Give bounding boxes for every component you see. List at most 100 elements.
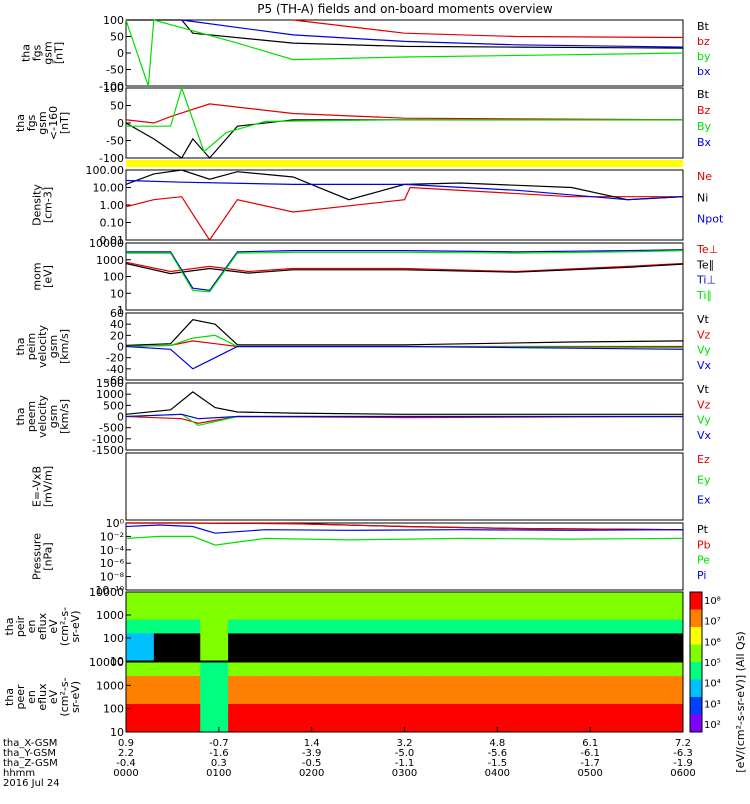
spectrogram-cell: [525, 633, 535, 648]
spectrogram-cell: [228, 662, 238, 677]
y-axis-label-line: tha: [20, 44, 33, 62]
spectrogram-cell: [172, 633, 183, 648]
spectrogram-cell: [460, 690, 470, 705]
spectrogram-cell: [413, 718, 424, 733]
spectrogram-cell: [228, 676, 238, 691]
series-line-Ti⊥: [126, 249, 684, 291]
spectrogram-cell: [302, 633, 313, 648]
spectrogram-cell: [358, 690, 368, 705]
spectrogram-cell: [283, 718, 294, 733]
y-tick-label: 10.00: [93, 182, 125, 195]
spectrogram-cell: [627, 605, 638, 621]
spectrogram-cell: [590, 605, 600, 621]
spectrogram-cell: [608, 605, 619, 621]
spectrogram-cell: [655, 605, 665, 621]
y-axis-label-line: en: [25, 690, 38, 704]
spectrogram-cell: [627, 718, 638, 733]
spectrogram-cell: [237, 633, 248, 648]
spectrogram-cell: [293, 592, 303, 607]
y-tick-label: 100: [103, 14, 124, 27]
spectrogram-cell: [423, 619, 433, 634]
spectrogram-cell: [348, 633, 359, 648]
spectrogram-cell: [590, 690, 600, 705]
spectrogram-cell: [627, 662, 638, 677]
y-axis-label: thapeimvelocitygsm[km/s]: [14, 325, 71, 368]
spectrogram-cell: [655, 592, 665, 607]
spectrogram-cell: [181, 592, 192, 607]
spectrogram-cell: [562, 633, 573, 648]
spectrogram-cell: [200, 605, 211, 621]
spectrogram-cell: [218, 662, 229, 677]
spectrogram-cell: [385, 647, 396, 662]
spectrogram-cell: [302, 605, 313, 621]
y-axis-label-line: velocity: [36, 395, 49, 438]
spectrogram-cell: [488, 718, 498, 733]
y-tick-label: 50: [110, 100, 124, 113]
colorbar-swatch: [690, 592, 702, 610]
spectrogram-cell: [395, 592, 405, 607]
panel-frame: [125, 452, 684, 521]
time-axis-value: -1.6: [209, 748, 229, 759]
spectrogram-cell: [135, 690, 146, 705]
spectrogram-cell: [590, 592, 600, 607]
spectrogram-cell: [580, 718, 591, 733]
spectrogram-cell: [283, 647, 294, 662]
spectrogram-cell: [404, 676, 415, 691]
spectrogram-cell: [367, 633, 378, 648]
spectrogram-cell: [562, 647, 573, 662]
spectrogram-cell: [181, 676, 192, 691]
spectrogram-cell: [525, 676, 535, 691]
y-tick-label: -1500: [92, 444, 124, 457]
spectrogram-cell: [218, 690, 229, 705]
spectrogram-cell: [553, 633, 563, 648]
spectrogram-cell: [395, 633, 405, 648]
y-tick-label: 500: [103, 399, 124, 412]
y-axis-label: thapeirenefluxeV(cm²-s-sr-eV): [3, 607, 82, 646]
spectrogram-cell: [190, 592, 201, 607]
spectrogram-cell: [469, 676, 480, 691]
spectrogram-cell: [200, 690, 211, 705]
time-axis-value: -5.6: [488, 748, 508, 759]
spectrogram-cell: [460, 704, 470, 719]
time-axis-value: -5.0: [395, 748, 415, 759]
y-tick-label: 10000: [89, 656, 124, 669]
y-axis-label-line: fgs: [25, 114, 38, 131]
y-tick-label: -100: [99, 80, 124, 93]
spectrogram-cell: [237, 592, 248, 607]
spectrogram-cell: [293, 662, 303, 677]
legend-entry: Vt: [697, 313, 710, 326]
spectrogram-cell: [330, 619, 341, 634]
spectrogram-cell: [525, 662, 535, 677]
spectrogram-cell: [478, 647, 489, 662]
spectrogram-cell: [515, 647, 526, 662]
legend-entry: Bt: [697, 20, 710, 33]
spectrogram-cell: [423, 718, 433, 733]
time-axis-value: -6.1: [580, 748, 600, 759]
colorbar-tick-label: 10²: [704, 720, 721, 731]
spectrogram-cell: [274, 633, 285, 648]
spectrogram-cell: [339, 676, 350, 691]
spectrogram-cell: [190, 605, 201, 621]
spectrogram-cell: [126, 592, 136, 607]
panels-group: 100500-50-100thafgsgsm[nT]Btbzbybx100500…: [3, 14, 724, 739]
spectrogram-cell: [599, 633, 610, 648]
spectrogram-cell: [320, 690, 331, 705]
panel-peer-spectrogram: 10000 1000 100 10 thapeerenefluxeV(cm²-s-sr-…: [3, 656, 684, 739]
spectrogram-cell: [320, 592, 331, 607]
y-tick-label: 100: [103, 271, 124, 284]
y-axis-label-line: [km/s]: [58, 329, 71, 364]
spectrogram-cell: [339, 592, 350, 607]
spectrogram-cell: [618, 662, 628, 677]
spectrogram-cell: [348, 690, 359, 705]
spectrogram-cell: [348, 718, 359, 733]
spectrogram-cell: [126, 718, 136, 733]
spectrogram-cell: [636, 647, 647, 662]
legend-entry: Pe: [697, 554, 710, 567]
spectrogram-cell: [534, 619, 545, 634]
spectrogram-cell: [636, 676, 647, 691]
spectrogram-cell: [153, 718, 164, 733]
spectrogram-cell: [237, 605, 248, 621]
y-axis-label-line: peem: [25, 401, 38, 432]
